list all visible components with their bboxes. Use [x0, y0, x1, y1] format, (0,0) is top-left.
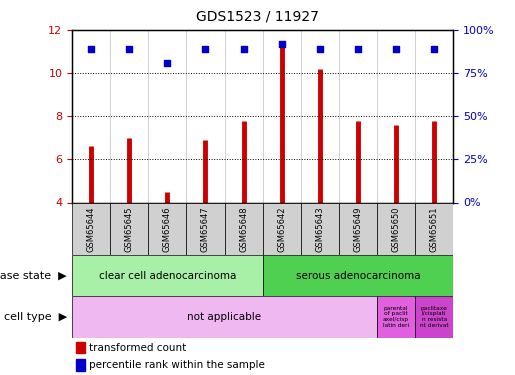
- Point: [278, 41, 286, 47]
- Bar: [72, 296, 377, 338]
- Text: GSM65646: GSM65646: [163, 206, 172, 252]
- Bar: [339, 202, 377, 255]
- Bar: [301, 202, 339, 255]
- Bar: [186, 202, 225, 255]
- Text: not applicable: not applicable: [187, 312, 262, 322]
- Text: parental
of paclit
axel/cisp
latin deri: parental of paclit axel/cisp latin deri: [383, 306, 409, 328]
- Text: serous adenocarcinoma: serous adenocarcinoma: [296, 271, 420, 280]
- Text: GSM65644: GSM65644: [87, 206, 96, 252]
- Text: GSM65650: GSM65650: [391, 206, 401, 252]
- Bar: [263, 255, 453, 296]
- Text: GSM65647: GSM65647: [201, 206, 210, 252]
- Point: [354, 46, 362, 53]
- Text: GDS1523 / 11927: GDS1523 / 11927: [196, 9, 319, 23]
- Point: [392, 46, 400, 53]
- Bar: [76, 359, 85, 370]
- Bar: [72, 202, 110, 255]
- Text: cell type  ▶: cell type ▶: [4, 312, 67, 322]
- Bar: [72, 255, 263, 296]
- Point: [239, 46, 248, 53]
- Text: GSM65651: GSM65651: [430, 206, 439, 252]
- Bar: [263, 202, 301, 255]
- Point: [430, 46, 438, 53]
- Text: GSM65648: GSM65648: [239, 206, 248, 252]
- Bar: [110, 202, 148, 255]
- Point: [125, 46, 133, 53]
- Point: [316, 46, 324, 53]
- Bar: [377, 202, 415, 255]
- Text: GSM65643: GSM65643: [315, 206, 324, 252]
- Text: percentile rank within the sample: percentile rank within the sample: [89, 360, 265, 370]
- Text: disease state  ▶: disease state ▶: [0, 271, 67, 280]
- Bar: [377, 296, 415, 338]
- Text: clear cell adenocarcinoma: clear cell adenocarcinoma: [99, 271, 236, 280]
- Text: GSM65649: GSM65649: [353, 206, 363, 252]
- Text: GSM65642: GSM65642: [277, 206, 286, 252]
- Point: [87, 46, 95, 53]
- Point: [201, 46, 210, 53]
- Bar: [415, 296, 453, 338]
- Text: transformed count: transformed count: [89, 343, 186, 352]
- Bar: [148, 202, 186, 255]
- Bar: [76, 342, 85, 353]
- Bar: [225, 202, 263, 255]
- Text: paclitaxe
l/cisplati
n resista
nt derivat: paclitaxe l/cisplati n resista nt deriva…: [420, 306, 449, 328]
- Text: GSM65645: GSM65645: [125, 206, 134, 252]
- Bar: [415, 202, 453, 255]
- Point: [163, 60, 171, 66]
